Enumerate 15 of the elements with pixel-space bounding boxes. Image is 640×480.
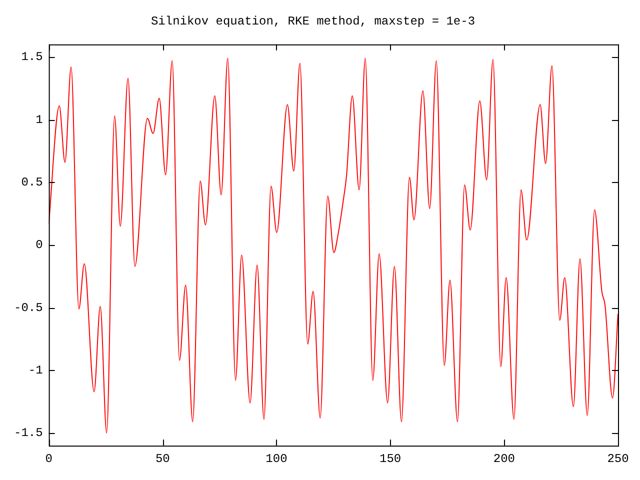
y-tick-label: -1 (28, 364, 43, 378)
y-tick-label: 1.5 (21, 50, 43, 64)
x-tick-label: 150 (380, 452, 402, 466)
y-tick-label: 0.5 (21, 175, 43, 190)
y-tick-label: 1 (36, 112, 43, 127)
chart-title: Silnikov equation, RKE method, maxstep = 1e-3 (150, 14, 476, 28)
line-series (48, 58, 618, 434)
x-tick-label: 100 (266, 452, 288, 466)
y-tick-label: -1.5 (14, 426, 43, 440)
y-tick-label: 0 (36, 238, 43, 252)
x-tick-label: 0 (45, 452, 52, 466)
y-tick-label: -0.5 (14, 300, 43, 315)
x-tick-label: 50 (155, 452, 170, 466)
x-tick-label: 200 (493, 452, 515, 466)
x-tick-label: 250 (607, 452, 629, 466)
